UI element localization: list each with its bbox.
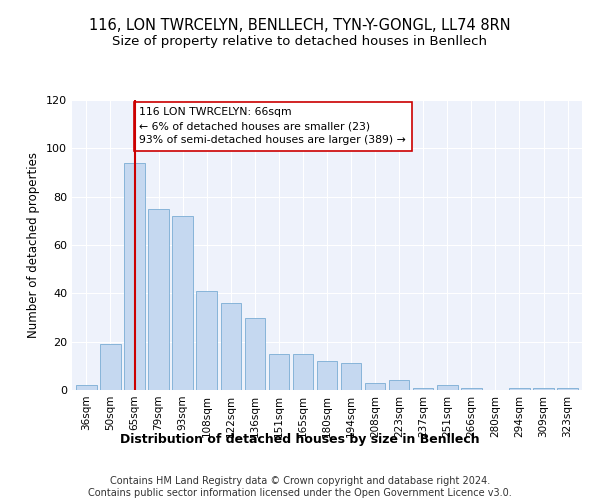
Bar — [172, 216, 193, 390]
Bar — [413, 388, 433, 390]
Y-axis label: Number of detached properties: Number of detached properties — [28, 152, 40, 338]
Text: Size of property relative to detached houses in Benllech: Size of property relative to detached ho… — [113, 35, 487, 48]
Text: Distribution of detached houses by size in Benllech: Distribution of detached houses by size … — [120, 432, 480, 446]
Bar — [437, 385, 458, 390]
Bar — [196, 291, 217, 390]
Text: Contains HM Land Registry data © Crown copyright and database right 2024.
Contai: Contains HM Land Registry data © Crown c… — [88, 476, 512, 498]
Bar — [557, 388, 578, 390]
Bar — [245, 318, 265, 390]
Bar — [317, 361, 337, 390]
Bar — [76, 385, 97, 390]
Bar — [461, 388, 482, 390]
Bar — [124, 163, 145, 390]
Text: 116, LON TWRCELYN, BENLLECH, TYN-Y-GONGL, LL74 8RN: 116, LON TWRCELYN, BENLLECH, TYN-Y-GONGL… — [89, 18, 511, 32]
Bar — [389, 380, 409, 390]
Bar — [509, 388, 530, 390]
Text: 116 LON TWRCELYN: 66sqm
← 6% of detached houses are smaller (23)
93% of semi-det: 116 LON TWRCELYN: 66sqm ← 6% of detached… — [139, 108, 406, 146]
Bar — [293, 354, 313, 390]
Bar — [341, 364, 361, 390]
Bar — [100, 344, 121, 390]
Bar — [365, 383, 385, 390]
Bar — [533, 388, 554, 390]
Bar — [221, 303, 241, 390]
Bar — [148, 209, 169, 390]
Bar — [269, 354, 289, 390]
